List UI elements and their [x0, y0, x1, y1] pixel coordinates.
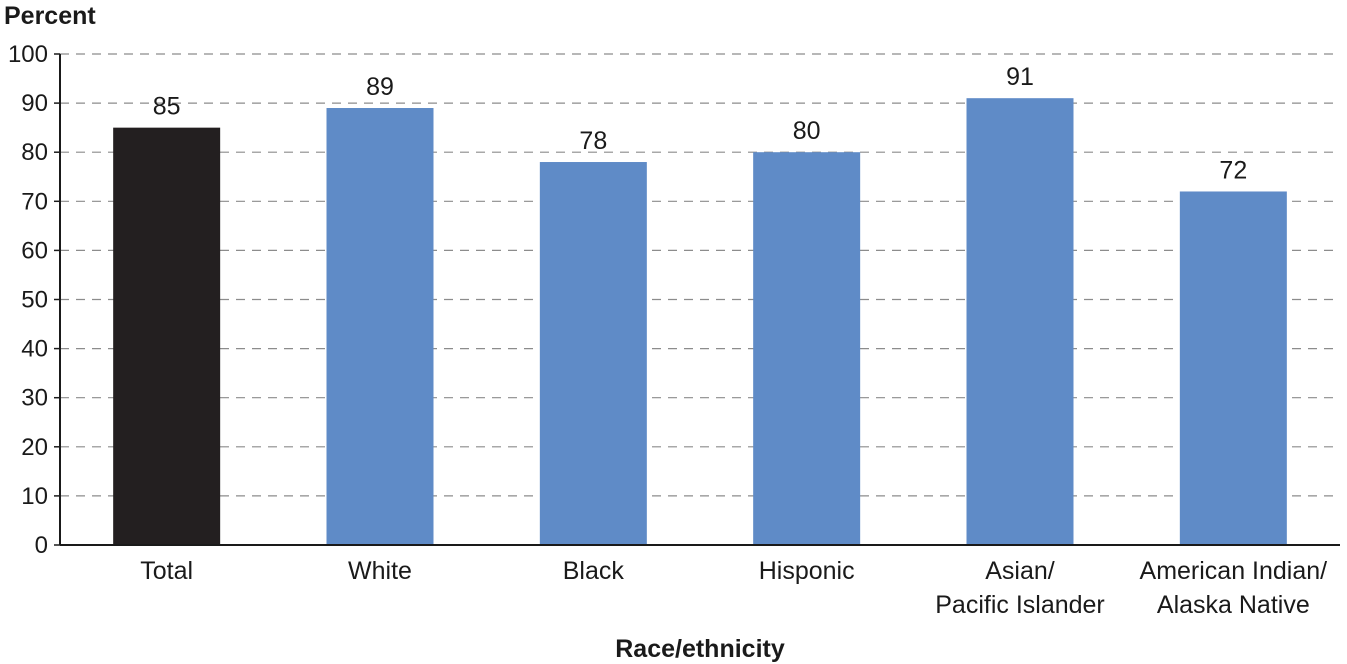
- x-axis-title: Race/ethnicity: [615, 635, 785, 663]
- y-tick-label: 30: [21, 385, 48, 412]
- bar: [1179, 191, 1287, 546]
- y-tick-label: 40: [21, 336, 48, 363]
- bar: [966, 98, 1074, 545]
- y-tick-label: 90: [21, 90, 48, 117]
- y-tick-label: 100: [8, 41, 48, 68]
- bar: [326, 108, 434, 545]
- y-tick-label: 20: [21, 434, 48, 461]
- gridlines: [60, 53, 1340, 497]
- category-labels: Total White Black Hisponic Asian/Pacific Isl…: [140, 557, 1327, 619]
- data-label: 89: [366, 73, 394, 101]
- category-label: American Indian/: [1140, 557, 1328, 585]
- data-label: 85: [153, 93, 181, 121]
- y-tick-label: 60: [21, 237, 48, 264]
- data-labels: 85 89 78 80 91 72: [153, 63, 1247, 184]
- y-tick-label: 50: [21, 287, 48, 314]
- bar: [113, 127, 221, 546]
- category-label: Total: [140, 557, 193, 585]
- category-label: Asian/: [985, 557, 1055, 585]
- data-label: 78: [579, 127, 607, 155]
- data-label: 91: [1006, 63, 1034, 91]
- y-tick-label: 10: [21, 483, 48, 510]
- category-label: Pacific Islander: [935, 591, 1105, 619]
- category-label: Hisponic: [759, 557, 855, 585]
- bar: [539, 162, 647, 545]
- category-label: Black: [563, 557, 625, 585]
- category-label: Alaska Native: [1157, 591, 1310, 619]
- bars: [113, 98, 1287, 546]
- y-axis-title: Percent: [4, 2, 96, 30]
- data-label: 72: [1219, 156, 1247, 184]
- y-tick-label: 70: [21, 188, 48, 215]
- y-tick-label: 80: [21, 139, 48, 166]
- data-label: 80: [793, 117, 821, 145]
- bar: [753, 152, 861, 545]
- y-axis-ticks: 0 10 20 30 40 50 60 70 80 90 100: [8, 41, 60, 559]
- category-label: White: [348, 557, 412, 585]
- y-tick-label: 0: [35, 532, 48, 559]
